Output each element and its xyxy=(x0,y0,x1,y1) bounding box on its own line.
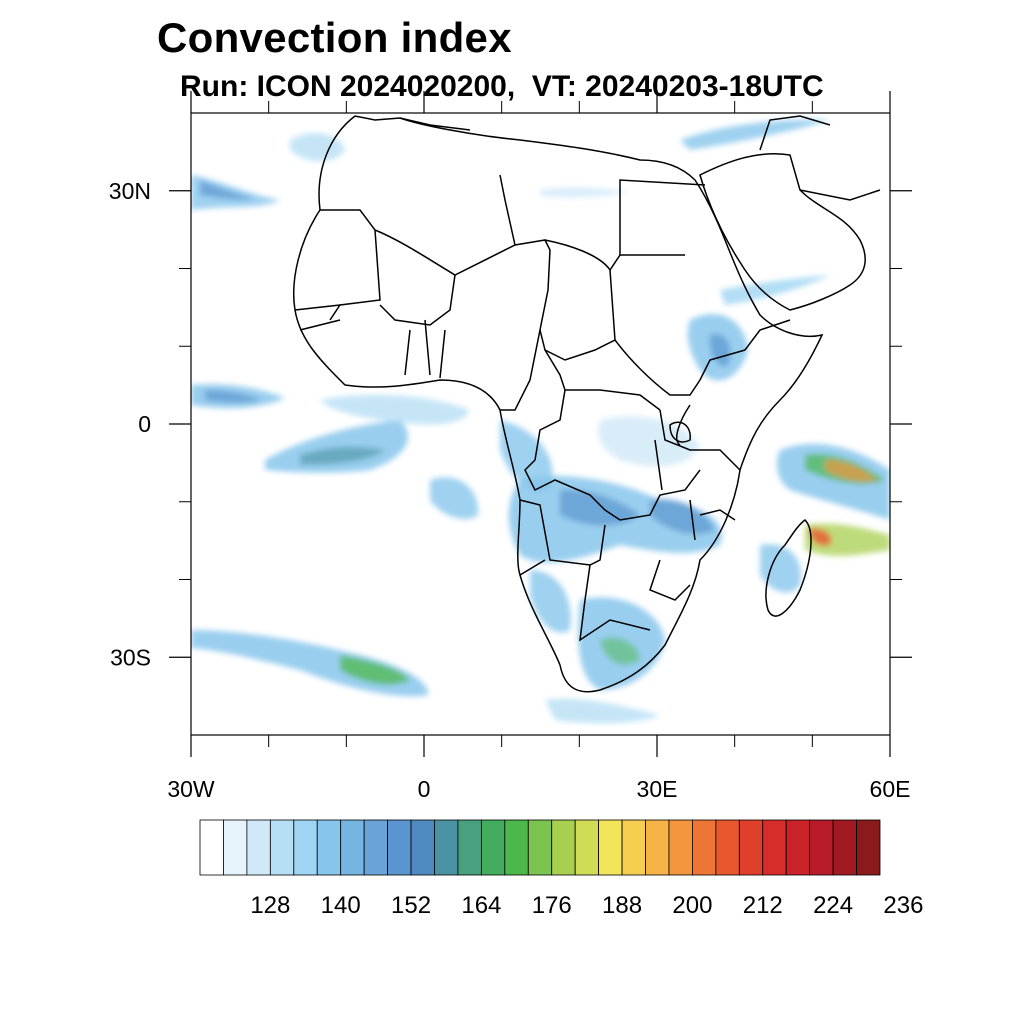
lat-tick-label: 30S xyxy=(110,644,151,670)
colorbar xyxy=(199,819,881,876)
colorbar-swatch xyxy=(715,819,740,876)
madagascar-outline xyxy=(765,519,812,617)
colorbar-label: 236 xyxy=(883,892,923,919)
colorbar-labels: 128 140 152 164 176 188 200 212 224 236 xyxy=(250,892,923,919)
colorbar-swatch xyxy=(457,819,482,876)
colorbar-label: 224 xyxy=(813,892,853,919)
great-lakes xyxy=(654,421,696,541)
lat-tick-label: 30N xyxy=(109,178,151,204)
colorbar-label: 164 xyxy=(461,892,501,919)
colorbar-swatch xyxy=(551,819,576,876)
arabia-coastline xyxy=(699,115,881,311)
axis-ticks xyxy=(169,91,912,757)
colorbar-swatch xyxy=(832,819,857,876)
lat-tick-label: 0 xyxy=(138,411,151,437)
map-background xyxy=(191,113,890,735)
colorbar-swatch xyxy=(480,819,506,876)
colorbar-swatch xyxy=(199,819,224,876)
colorbar-swatch xyxy=(293,819,318,876)
colorbar-label: 176 xyxy=(532,892,572,919)
colorbar-swatch xyxy=(223,819,248,876)
axis-tick-labels: 30W 0 30E 60E 30N 0 30S xyxy=(109,178,911,802)
colorbar-swatch xyxy=(856,819,881,876)
colorbar-label: 140 xyxy=(321,892,361,919)
colorbar-label: 188 xyxy=(602,892,642,919)
colorbar-swatch xyxy=(527,819,553,876)
colorbar-swatch xyxy=(246,819,271,876)
colorbar-swatch xyxy=(410,819,435,876)
colorbar-swatch xyxy=(434,819,459,876)
colorbar-swatch xyxy=(785,819,811,876)
country-boundaries xyxy=(292,115,824,693)
colorbar-swatch xyxy=(738,819,764,876)
colorbar-label: 212 xyxy=(743,892,783,919)
colorbar-label: 200 xyxy=(672,892,712,919)
colorbar-label: 128 xyxy=(250,892,290,919)
colorbar-swatch xyxy=(387,819,412,876)
colorbar-swatch xyxy=(316,819,342,876)
colorbar-swatch xyxy=(574,819,600,876)
colorbar-swatch xyxy=(645,819,670,876)
colorbar-swatch xyxy=(504,819,529,876)
convection-shading xyxy=(191,119,890,724)
colorbar-swatch xyxy=(598,819,623,876)
colorbar-swatch xyxy=(363,819,388,876)
colorbar-swatch xyxy=(621,819,646,876)
lon-tick-label: 0 xyxy=(418,776,431,802)
lon-tick-label: 60E xyxy=(870,776,911,802)
colorbar-swatch xyxy=(692,819,717,876)
colorbar-swatch xyxy=(668,819,693,876)
chart-title: Convection index xyxy=(157,14,512,61)
colorbar-swatch xyxy=(269,819,295,876)
colorbar-label: 152 xyxy=(391,892,431,919)
colorbar-swatch xyxy=(809,819,834,876)
colorbar-swatch xyxy=(340,819,365,876)
colorbar-swatch xyxy=(762,819,787,876)
chart-subtitle: Run: ICON 2024020200, VT: 20240203-18UTC xyxy=(180,70,824,103)
lon-tick-label: 30E xyxy=(637,776,678,802)
lon-tick-label: 30W xyxy=(167,776,215,802)
